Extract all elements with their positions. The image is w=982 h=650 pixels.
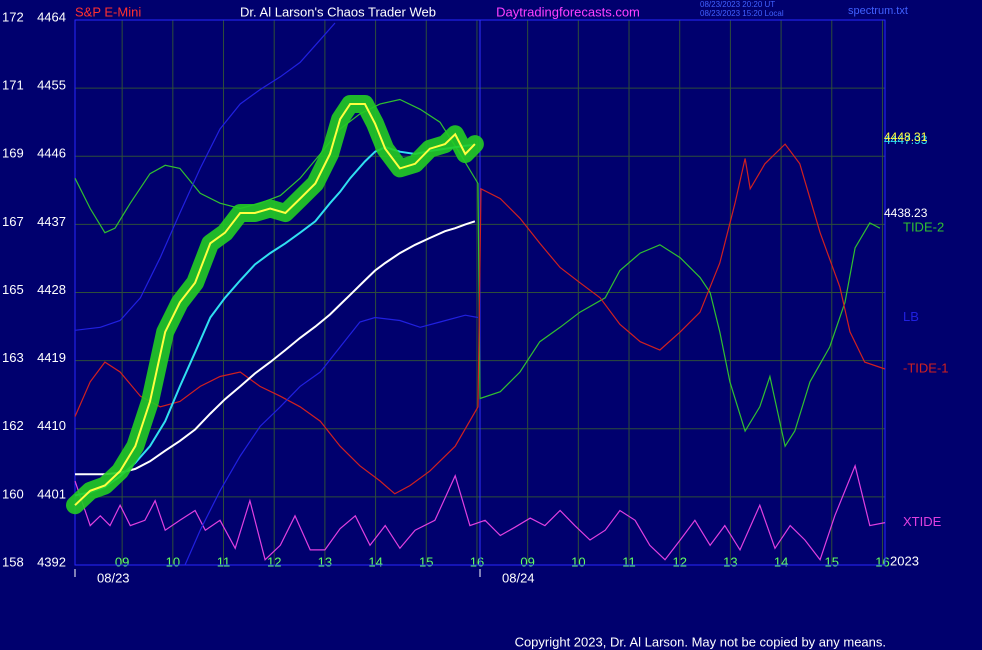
series-line [75,220,476,476]
timestamp: 08/23/2023 20:20 UT [700,0,775,9]
series-label: XTIDE [903,514,942,529]
series-line [184,314,479,566]
y2-tick-label: 162 [2,418,24,433]
x-tick-label: 13 [723,554,737,569]
x-tick-label: 14 [368,554,382,569]
series-label: -TIDE-1 [903,360,949,375]
end-value-label: 4438.23 [884,206,928,220]
instrument: S&P E-Mini [75,4,141,19]
x-tick-label: 12 [672,554,686,569]
y-tick-label: 4437 [37,214,66,229]
website: Daytradingforecasts.com [496,4,640,19]
year: 2023 [890,553,919,568]
y2-tick-label: 163 [2,350,24,365]
series-label: TIDE-2 [903,220,944,235]
y2-tick-label: 167 [2,214,24,229]
y2-tick-label: 158 [2,554,24,569]
x-tick-label: 10 [571,554,585,569]
y-tick-label: 4401 [37,486,66,501]
x-tick-label: 16 [875,554,889,569]
file-name: spectrum.txt [848,5,908,17]
y-tick-label: 4464 [37,9,66,24]
series-line [74,103,476,506]
date-label: 08/24 [502,570,535,585]
y-tick-label: 4419 [37,350,66,365]
x-tick-label: 09 [115,554,129,569]
series-line [74,463,886,561]
x-tick-label: 11 [622,554,636,569]
y2-tick-label: 172 [2,9,24,24]
x-tick-label: 13 [318,554,332,569]
y2-tick-label: 165 [2,282,24,297]
series-line [74,98,881,448]
y2-tick-label: 169 [2,146,24,161]
date-label: 08/23 [97,570,130,585]
x-tick-label: 15 [825,554,839,569]
x-tick-label: 15 [419,554,433,569]
x-tick-label: 09 [520,554,534,569]
y-tick-label: 4392 [37,554,66,569]
chart-title: Dr. Al Larson's Chaos Trader Web [240,4,436,19]
end-value-label: 4447.93 [884,133,928,147]
y-tick-label: 4428 [37,282,66,297]
y-tick-label: 4446 [37,146,66,161]
x-tick-label: 16 [470,554,484,569]
series-line [74,143,886,495]
series-line [74,22,336,331]
x-tick-label: 11 [217,554,231,569]
end-value-label: 4448.31 [884,130,928,144]
timestamp: 08/23/2023 15:20 Local [700,9,784,18]
y2-tick-label: 160 [2,486,24,501]
x-tick-label: 10 [166,554,180,569]
copyright: Copyright 2023, Dr. Al Larson. May not b… [515,634,886,649]
x-tick-label: 14 [774,554,788,569]
x-tick-label: 12 [267,554,281,569]
y-tick-label: 4410 [37,418,66,433]
y2-tick-label: 171 [2,78,24,93]
y-tick-label: 4455 [37,78,66,93]
series-label: LB [903,309,919,324]
